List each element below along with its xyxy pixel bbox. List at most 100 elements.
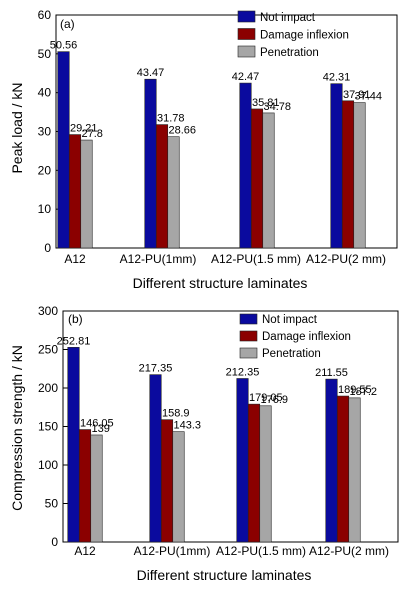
bar-not-impact [57, 51, 70, 249]
data-label: 37.91 [343, 89, 371, 101]
y-tick-label: 0 [51, 535, 58, 549]
panel-a-bars [57, 51, 366, 249]
legend-label: Not impact [262, 314, 318, 326]
panel-a-x-axis-label: Different structure laminates [133, 275, 308, 291]
category-label: A12 [64, 252, 86, 266]
category-label: A12-PU(1mm) [134, 544, 211, 558]
data-label: 27.8 [82, 128, 103, 140]
legend-label: Penetration [260, 47, 319, 59]
legend-swatch [239, 347, 258, 359]
data-label: 43.47 [137, 67, 165, 79]
y-tick-label: 250 [38, 343, 58, 357]
legend-swatch [237, 28, 256, 40]
data-label: 37.44 [355, 91, 383, 103]
bar-penetration [167, 136, 180, 249]
panel-a-category-labels: A12 A12-PU(1mm) A12-PU(1.5 mm) A12-PU(2 mm) [64, 252, 386, 266]
panel-b-y-ticks: 0 50 100 150 200 250 300 [38, 304, 68, 549]
panel-a-data-labels: 50.5629.2127.843.4731.7828.6642.4735.813… [50, 40, 382, 140]
bar-penetration [90, 434, 103, 543]
category-label: A12-PU(2 mm) [306, 252, 386, 266]
bar-damage-inflexion [78, 429, 92, 543]
panel-b-category-labels: A12 A12-PU(1mm) A12-PU(1.5 mm) A12-PU(2 mm) [74, 544, 389, 558]
bar-damage-inflexion [160, 419, 174, 543]
y-tick-label: 60 [38, 8, 52, 22]
bar-penetration [348, 397, 361, 543]
bar-not-impact [330, 83, 343, 249]
y-tick-label: 300 [38, 304, 58, 318]
y-tick-label: 10 [38, 202, 52, 216]
legend-label: Damage inflexion [262, 331, 351, 343]
bar-not-impact [144, 78, 157, 249]
panel-b-x-axis-label: Different structure laminates [137, 567, 312, 583]
bar-penetration [172, 431, 185, 543]
y-tick-label: 100 [38, 458, 58, 472]
data-label: 29.21 [70, 123, 98, 135]
category-label: A12-PU(1.5 mm) [211, 252, 301, 266]
y-tick-label: 0 [44, 241, 51, 255]
panel-b-legend: Not impact Damage inflexion Penetration [239, 313, 351, 360]
bar-not-impact [325, 378, 338, 543]
category-label: A12-PU(1mm) [120, 252, 197, 266]
legend-label: Not impact [260, 12, 316, 24]
y-tick-label: 30 [38, 125, 52, 139]
category-label: A12-PU(2 mm) [309, 544, 389, 558]
bar-penetration [259, 405, 272, 543]
data-label: 211.55 [315, 367, 348, 379]
y-tick-label: 150 [38, 420, 58, 434]
bar-damage-inflexion [341, 100, 355, 249]
bar-damage-inflexion [250, 108, 264, 249]
data-label: 28.66 [169, 125, 197, 137]
bar-not-impact [149, 374, 162, 543]
data-label: 146.05 [80, 418, 114, 430]
panel-a-label: (a) [60, 17, 75, 31]
legend-swatch [237, 10, 256, 23]
data-label: 179.05 [249, 392, 283, 404]
panel-b-label: (b) [68, 312, 83, 326]
bar-damage-inflexion [68, 134, 82, 249]
data-label: 187.2 [350, 386, 378, 398]
panel-a-y-axis-label: Peak load / kN [9, 82, 25, 173]
data-label: 212.35 [226, 366, 260, 378]
data-label: 176.9 [261, 394, 289, 406]
data-label: 42.47 [232, 71, 260, 83]
panel-a-legend: Not impact Damage inflexion Penetration [237, 10, 349, 59]
bar-damage-inflexion [336, 395, 350, 543]
bar-not-impact [239, 82, 252, 249]
bar-not-impact [67, 347, 80, 543]
data-label: 139 [92, 423, 110, 435]
panel-b-bars [67, 347, 361, 543]
category-label: A12 [74, 544, 96, 558]
bar-penetration [80, 139, 93, 249]
data-label: 143.3 [174, 420, 202, 432]
y-tick-label: 40 [38, 86, 52, 100]
data-label: 252.81 [57, 335, 91, 347]
panel-a-y-ticks: 0 10 20 30 40 50 60 [38, 8, 61, 255]
data-label: 35.81 [252, 97, 280, 109]
data-label: 31.78 [157, 113, 185, 125]
legend-swatch [239, 313, 258, 325]
data-label: 217.35 [139, 363, 173, 375]
legend-label: Damage inflexion [260, 30, 349, 42]
legend-swatch [239, 330, 258, 342]
data-label: 50.56 [50, 40, 78, 52]
bar-damage-inflexion [247, 403, 261, 543]
legend-swatch [237, 45, 256, 58]
data-label: 42.31 [323, 72, 351, 84]
data-label: 34.78 [264, 101, 292, 113]
y-tick-label: 200 [38, 381, 58, 395]
data-label: 158.9 [162, 408, 190, 420]
bar-damage-inflexion [155, 124, 169, 249]
bar-penetration [262, 112, 275, 249]
y-tick-label: 20 [38, 163, 52, 177]
data-label: 189.55 [338, 384, 372, 396]
category-label: A12-PU(1.5 mm) [216, 544, 306, 558]
bar-not-impact [236, 378, 249, 543]
y-tick-label: 50 [45, 497, 59, 511]
legend-label: Penetration [262, 348, 321, 360]
y-tick-label: 50 [38, 47, 52, 61]
bar-penetration [353, 102, 366, 249]
